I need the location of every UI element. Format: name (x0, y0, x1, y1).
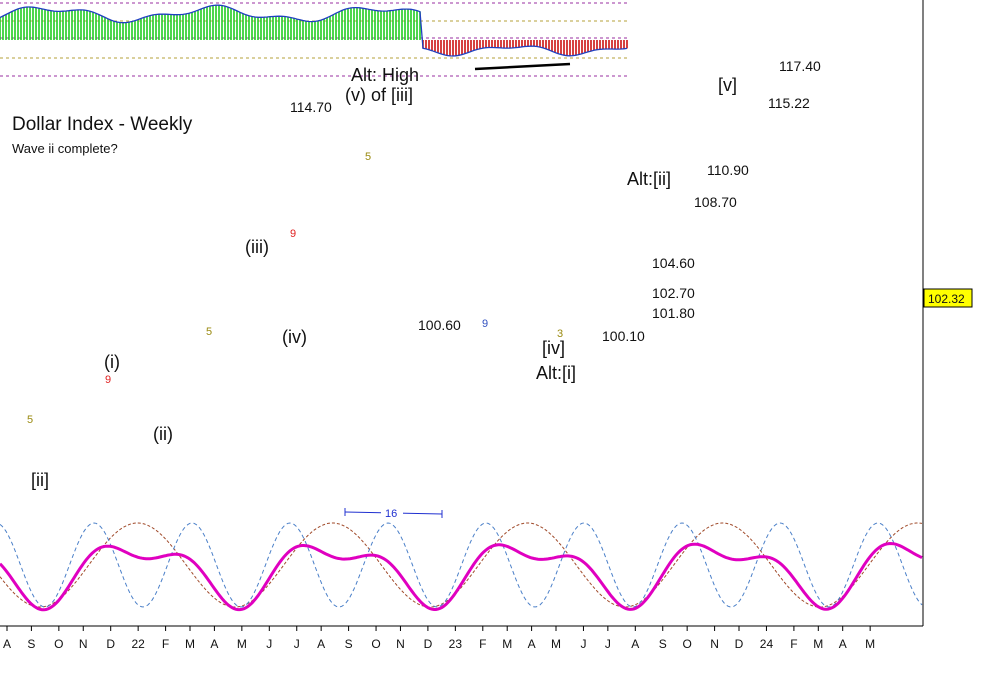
histogram-envelope (0, 4, 628, 57)
x-tick-label: N (79, 637, 88, 651)
x-tick-label: M (185, 637, 195, 651)
level-label-114-70: 114.70 (290, 99, 332, 115)
wave-label-alt-ii: Alt:[ii] (627, 169, 671, 189)
oscillator-long-cycle (0, 522, 923, 608)
x-tick-label: M (502, 637, 512, 651)
x-tick-label: D (424, 637, 433, 651)
level-label-100-10: 100.10 (602, 328, 645, 344)
wave-label-ii-big: [ii] (31, 470, 49, 490)
level-label-102-70: 102.70 (652, 285, 695, 301)
chart-subtitle: Wave ii complete? (12, 141, 118, 156)
x-tick-label: S (27, 637, 35, 651)
x-tick-label: O (371, 637, 380, 651)
level-label-110-90: 110.90 (707, 162, 749, 178)
level-label-117-40: 117.40 (779, 58, 821, 74)
level-label-101-80: 101.80 (652, 305, 695, 321)
count-mark-5-a: 5 (27, 414, 33, 426)
wave-label-ii: (ii) (153, 424, 173, 444)
x-tick-label: N (396, 637, 405, 651)
x-tick-label: A (317, 637, 325, 651)
count-mark-5-b: 5 (206, 326, 212, 338)
cycle-period-label: 16 (385, 508, 397, 520)
cycle-oscillator-panel (0, 522, 923, 612)
level-label-100-60: 100.60 (418, 317, 461, 333)
x-tick-label: J (580, 637, 586, 651)
x-tick-label: 24 (760, 637, 774, 651)
x-tick-label: A (631, 637, 639, 651)
oscillator-composite (0, 541, 923, 612)
x-tick-label: A (839, 637, 847, 651)
wave-label-v-big: [v] (718, 75, 737, 95)
count-mark-9-c: 9 (482, 318, 488, 330)
last-price-box (923, 288, 973, 308)
chart-title: Dollar Index - Weekly (12, 114, 193, 135)
wave-label-i: (i) (104, 352, 120, 372)
count-mark-9-b: 9 (290, 228, 296, 240)
x-tick-label: S (345, 637, 353, 651)
level-label-104-60: 104.60 (652, 255, 695, 271)
x-tick-label: 23 (449, 637, 463, 651)
count-mark-3: 3 (557, 328, 563, 340)
oscillator-short-cycle (0, 522, 923, 608)
x-tick-label: A (3, 637, 11, 651)
x-tick-label: O (682, 637, 691, 651)
x-tick-label: 22 (131, 637, 145, 651)
histogram-indicator-panel (0, 2, 630, 77)
level-label-115-22: 115.22 (768, 95, 810, 111)
x-tick-label: M (237, 637, 247, 651)
x-tick-label: D (106, 637, 115, 651)
x-tick-label: M (865, 637, 875, 651)
wave-label-v-of-iii: (v) of [iii] (345, 85, 413, 105)
x-tick-label: J (294, 637, 300, 651)
count-mark-5-c: 5 (365, 151, 371, 163)
x-tick-label: F (790, 637, 797, 651)
x-tick-label: D (735, 637, 744, 651)
x-tick-label: F (479, 637, 486, 651)
x-tick-label: F (162, 637, 169, 651)
x-tick-label: A (528, 637, 536, 651)
count-mark-9-a: 9 (105, 374, 111, 386)
wave-label-iv: (iv) (282, 327, 307, 347)
x-tick-label: M (551, 637, 561, 651)
x-tick-label: S (659, 637, 667, 651)
x-axis-ticks: A S O N D 22 F M A M J J A S O N D 23 F M A M J J A S O N D 24 F M A M (3, 626, 875, 651)
wave-label-alt-i: Alt:[i] (536, 363, 576, 383)
x-tick-label: J (605, 637, 611, 651)
x-tick-label: M (813, 637, 823, 651)
histogram-trend-line (474, 62, 571, 71)
wave-label-iii: (iii) (245, 237, 269, 257)
x-tick-label: A (210, 637, 218, 651)
wave-label-iv-big: [iv] (542, 338, 565, 358)
level-label-108-70: 108.70 (694, 194, 737, 210)
x-tick-label: J (266, 637, 272, 651)
wave-label-alt-high: Alt: High (351, 65, 419, 85)
cycle-label-bg (381, 505, 403, 519)
x-tick-label: O (54, 637, 63, 651)
x-tick-label: N (710, 637, 719, 651)
last-price-label: 102.32 (928, 292, 965, 306)
